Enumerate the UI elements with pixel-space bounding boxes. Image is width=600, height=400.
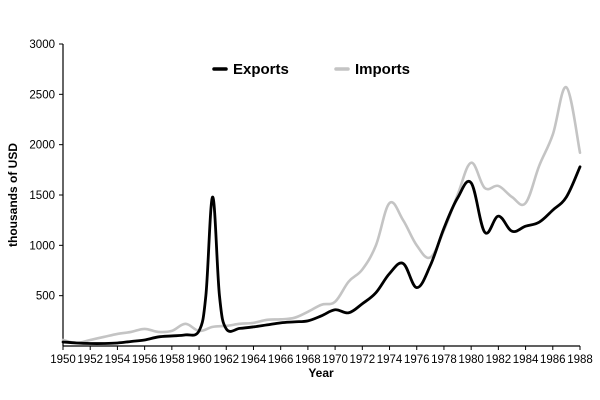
x-ticks: 1950 1952 1954 1956 1958 1960 1962 1964 1966 1968…: [50, 346, 593, 366]
x-tick-label: 1974: [377, 354, 403, 366]
x-tick-label: 1976: [404, 354, 430, 366]
x-tick-label: 1966: [268, 354, 294, 366]
y-ticks: 500 1000 1500 2000 2500 3000: [29, 39, 63, 303]
x-tick-label: 1956: [132, 354, 158, 366]
x-tick-label: 1970: [322, 354, 348, 366]
x-tick-label: 1964: [241, 354, 267, 366]
x-tick-label: 1986: [540, 354, 566, 366]
series-line-exports: [61, 165, 582, 345]
y-axis-title: thousands of USD: [6, 143, 20, 247]
x-tick-label: 1988: [567, 354, 593, 366]
x-tick-label: 1984: [513, 354, 539, 366]
x-tick-label: 1950: [50, 354, 76, 366]
legend-label-imports: Imports: [355, 61, 410, 78]
legend-label-exports: Exports: [233, 61, 289, 78]
x-tick-label: 1952: [77, 354, 103, 366]
x-tick-label: 1978: [431, 354, 457, 366]
x-tick-label: 1954: [105, 354, 131, 366]
x-tick-label: 1980: [458, 354, 484, 366]
y-tick-label: 1500: [29, 190, 55, 202]
y-tick-label: 1000: [29, 240, 55, 252]
x-tick-label: 1962: [213, 354, 239, 366]
x-tick-label: 1960: [186, 354, 212, 366]
x-tick-label: 1968: [295, 354, 321, 366]
axes: [62, 44, 580, 347]
x-tick-label: 1958: [159, 354, 185, 366]
y-tick-label: 2000: [29, 140, 55, 152]
y-tick-label: 2500: [29, 89, 55, 101]
series-line-imports: [61, 85, 582, 345]
y-tick-label: 3000: [29, 39, 55, 51]
x-tick-label: 1982: [486, 354, 512, 366]
legend: Exports Imports: [212, 61, 410, 78]
y-tick-label: 500: [36, 291, 55, 303]
x-axis-title: Year: [308, 366, 334, 380]
series-lines: [61, 85, 582, 345]
x-tick-label: 1972: [350, 354, 376, 366]
